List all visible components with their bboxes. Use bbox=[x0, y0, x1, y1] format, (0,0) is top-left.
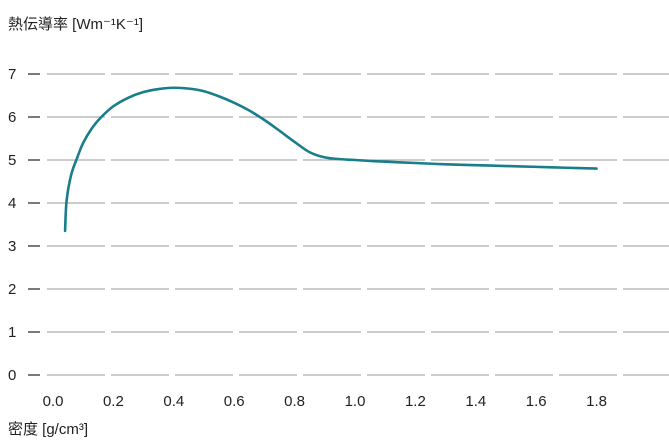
x-tick-label-1.0: 1.0 bbox=[345, 393, 366, 410]
x-tick-label-0.8: 0.8 bbox=[284, 393, 305, 410]
x-tick-label-1.2: 1.2 bbox=[405, 393, 426, 410]
y-tick-label-5: 5 bbox=[8, 152, 16, 169]
y-tick-label-7: 7 bbox=[8, 66, 16, 83]
x-axis-ticks: 0.0 0.2 0.4 0.6 0.8 1.0 1.2 1.4 1.6 1.8 bbox=[43, 393, 607, 410]
y-tick-label-4: 4 bbox=[8, 195, 16, 212]
y-tick-label-1: 1 bbox=[8, 324, 16, 341]
x-tick-label-1.4: 1.4 bbox=[465, 393, 486, 410]
x-tick-label-0.0: 0.0 bbox=[43, 393, 64, 410]
x-tick-label-1.8: 1.8 bbox=[586, 393, 607, 410]
y-axis-label: 熱伝導率 [Wm⁻¹K⁻¹] bbox=[8, 16, 143, 33]
y-tick-label-3: 3 bbox=[8, 238, 16, 255]
x-tick-label-0.2: 0.2 bbox=[103, 393, 124, 410]
x-axis-label: 密度 [g/cm³] bbox=[8, 421, 88, 438]
y-tick-label-2: 2 bbox=[8, 281, 16, 298]
x-tick-label-1.6: 1.6 bbox=[526, 393, 547, 410]
series-line-0 bbox=[63, 86, 598, 233]
y-tick-label-0: 0 bbox=[8, 367, 16, 384]
gridlines bbox=[47, 73, 669, 376]
x-tick-label-0.4: 0.4 bbox=[163, 393, 184, 410]
y-tick-label-6: 6 bbox=[8, 109, 16, 126]
series-group bbox=[63, 86, 598, 233]
x-tick-label-0.6: 0.6 bbox=[224, 393, 245, 410]
y-axis-ticks: 0 1 2 3 4 5 6 7 bbox=[8, 66, 40, 384]
